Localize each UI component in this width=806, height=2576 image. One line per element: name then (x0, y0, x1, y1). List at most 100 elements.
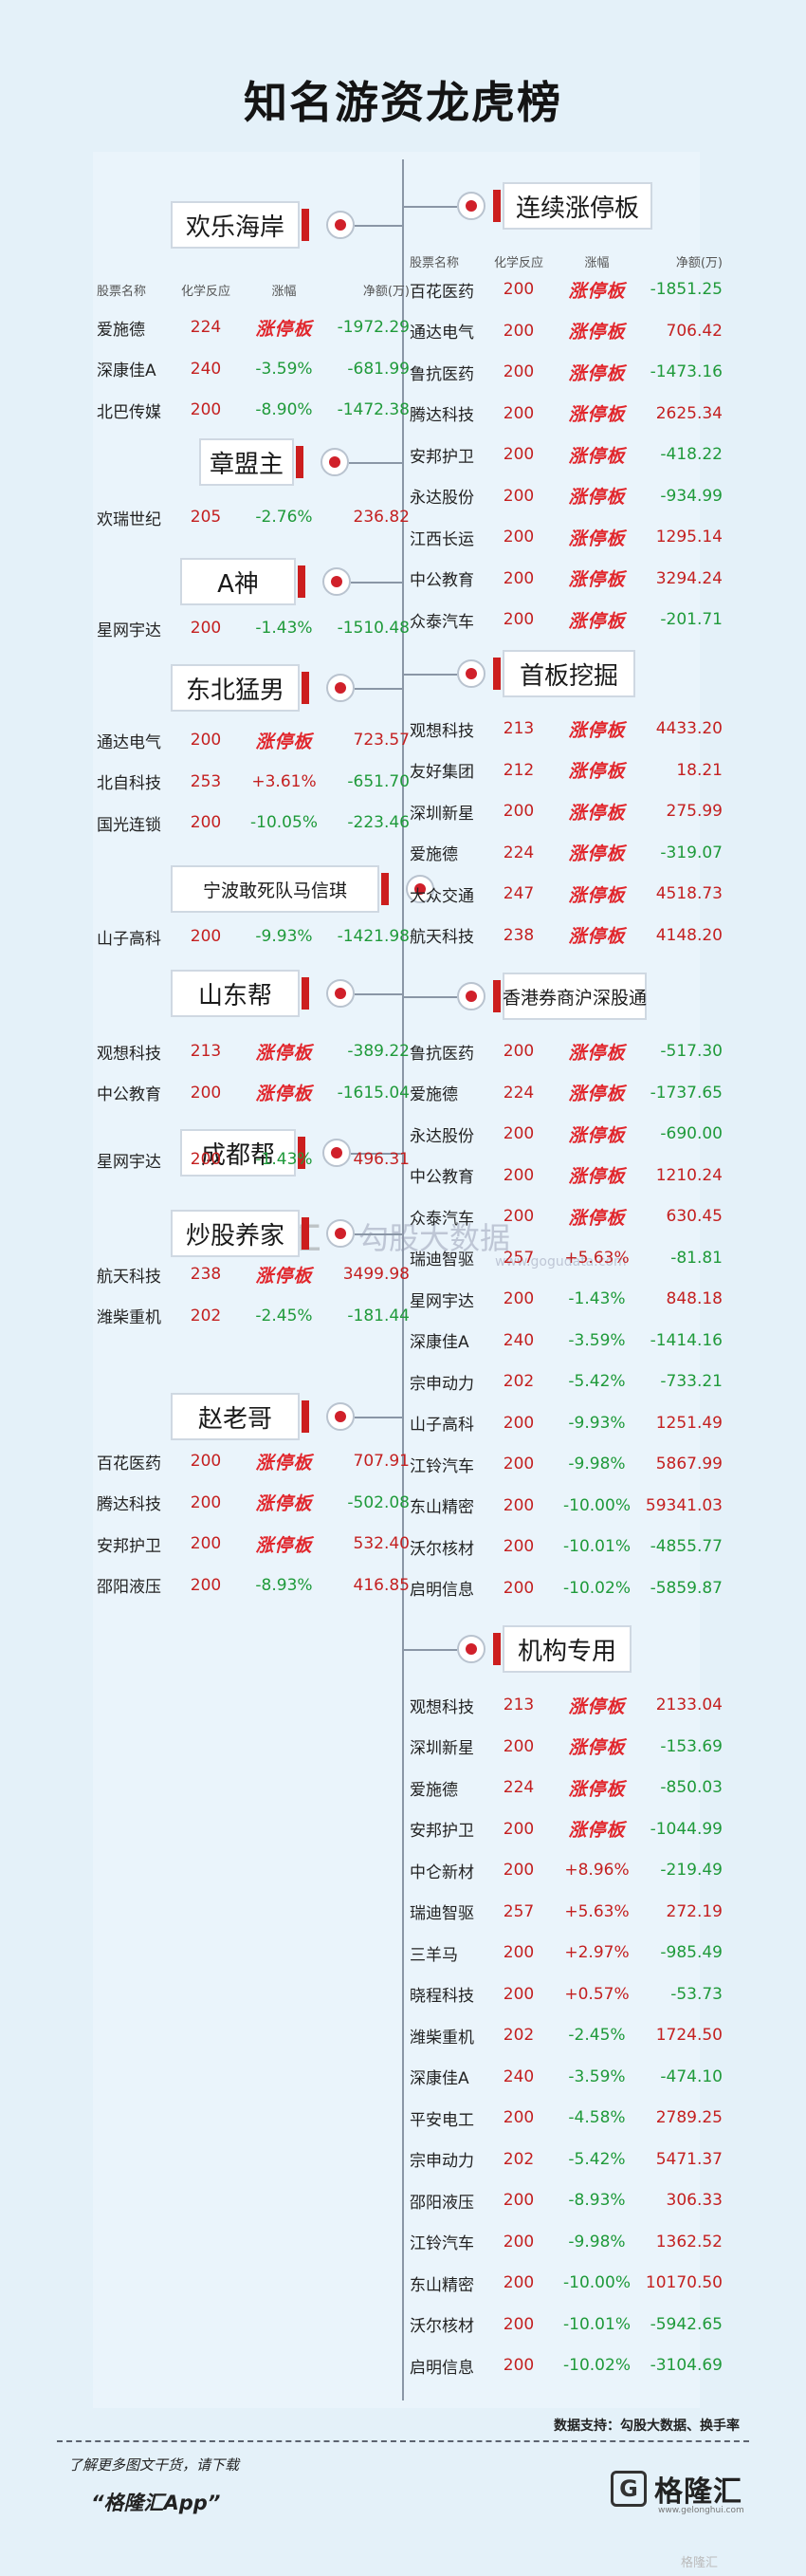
reaction-count: 200 (503, 1736, 535, 1756)
section-connector (355, 1233, 403, 1235)
reaction-count: 213 (190, 1042, 222, 1061)
stock-name: 沃尔核材 (410, 2317, 474, 2336)
net-amount: 706.42 (666, 321, 723, 341)
table-row: 星网宇达 200 -1.43% 496.31 (97, 1140, 410, 1178)
stock-name: 潍柴重机 (410, 2028, 474, 2048)
footer-logo[interactable]: G 格隆汇 (611, 2468, 742, 2510)
reaction-count: 213 (503, 719, 535, 738)
table-row: 安邦护卫 200 涨停板 -1044.99 (410, 1810, 723, 1848)
section-accent (298, 565, 305, 598)
table-row: 鲁抗医药 200 涨停板 -1473.16 (410, 353, 723, 391)
net-amount: -1473.16 (650, 362, 723, 381)
table-row: 深圳新星 200 涨停板 275.99 (410, 792, 723, 830)
stock-name: 江铃汽车 (410, 2234, 474, 2253)
stock-name: 三羊马 (410, 1945, 458, 1965)
table-row: 启明信息 200 -10.02% -3104.69 (410, 2346, 723, 2384)
net-amount: 306.33 (666, 2191, 723, 2210)
section-accent (296, 446, 303, 478)
change-pct: 涨停板 (552, 840, 642, 865)
stock-name: 永达股份 (410, 1126, 474, 1146)
limit-up-badge: 涨停板 (568, 719, 626, 741)
net-amount: -153.69 (660, 1736, 723, 1756)
timeline-node-icon (322, 1139, 351, 1167)
section-accent (302, 1400, 309, 1433)
reaction-count: 212 (503, 760, 535, 780)
reaction-count: 247 (503, 884, 535, 903)
section-label: 香港券商沪深股通 (503, 973, 647, 1020)
section-label: 欢乐海岸 (171, 201, 300, 249)
reaction-count: 240 (503, 1330, 535, 1350)
change-pct: 涨停板 (552, 1204, 642, 1230)
stock-name: 通达电气 (410, 324, 474, 343)
stock-name: 东山精密 (410, 1498, 474, 1517)
stock-name: 启明信息 (410, 2358, 474, 2378)
table-row: 潍柴重机 202 -2.45% -181.44 (97, 1297, 410, 1335)
table-row: 山子高科 200 -9.93% -1421.98 (97, 917, 410, 955)
net-amount: -517.30 (660, 1042, 723, 1061)
net-amount: 532.40 (353, 1534, 410, 1553)
reaction-count: 200 (503, 2356, 535, 2375)
reaction-count: 200 (503, 1537, 535, 1556)
header-pct: 涨幅 (584, 255, 610, 270)
table-row: 安邦护卫 200 涨停板 532.40 (97, 1525, 410, 1563)
change-pct: 涨停板 (552, 360, 642, 385)
net-amount: 496.31 (353, 1150, 410, 1169)
table-row: 国光连锁 200 -10.05% -223.46 (97, 804, 410, 842)
reaction-count: 200 (503, 2191, 535, 2210)
reaction-count: 224 (503, 843, 535, 862)
stock-name: 通达电气 (97, 732, 161, 752)
section-connector (355, 688, 403, 690)
footer-logo-text: 格隆汇 (654, 2475, 742, 2509)
table-row: 星网宇达 200 -1.43% 848.18 (410, 1280, 723, 1318)
net-amount: 416.85 (353, 1575, 410, 1595)
change-pct: 涨停板 (239, 1490, 329, 1515)
limit-up-badge: 涨停板 (568, 761, 626, 782)
limit-up-badge: 涨停板 (568, 1084, 626, 1104)
reaction-count: 240 (503, 2066, 535, 2086)
reaction-count: 200 (190, 1452, 222, 1471)
section-label: 机构专用 (503, 1625, 632, 1673)
reaction-count: 200 (503, 2108, 535, 2127)
net-amount: 18.21 (676, 760, 723, 780)
table-row: 航天科技 238 涨停板 4148.20 (410, 917, 723, 954)
change-pct: -5.42% (568, 1372, 626, 1391)
section-connector (349, 462, 403, 464)
change-pct: -2.76% (255, 508, 313, 527)
table-row: 百花医药 200 涨停板 707.91 (97, 1442, 410, 1480)
limit-up-badge: 涨停板 (255, 1265, 313, 1287)
stock-name: 中公教育 (410, 571, 474, 590)
change-pct: +2.97% (564, 1943, 630, 1962)
net-amount: 272.19 (666, 1901, 723, 1921)
change-pct: 涨停板 (552, 1080, 642, 1105)
table-row: 北自科技 253 +3.61% -651.70 (97, 763, 410, 801)
stock-name: 中仑新材 (410, 1863, 474, 1882)
table-row: 邵阳液压 200 -8.93% 416.85 (97, 1566, 410, 1604)
stock-name: 安邦护卫 (410, 447, 474, 467)
change-pct: +3.61% (251, 771, 317, 791)
section-accent (493, 658, 501, 690)
stock-name: 沃尔核材 (410, 1539, 474, 1559)
net-amount: 3499.98 (342, 1265, 410, 1284)
section-label: 成都帮 (180, 1129, 296, 1177)
limit-up-badge: 涨停板 (568, 280, 626, 302)
net-amount: -1472.38 (337, 400, 410, 419)
table-row: 观想科技 213 涨停板 2133.04 (410, 1686, 723, 1724)
table-row: 江西长运 200 涨停板 1295.14 (410, 518, 723, 556)
change-pct: -9.93% (568, 1413, 626, 1433)
limit-up-badge: 涨停板 (568, 610, 626, 632)
stock-name: 山子高科 (410, 1416, 474, 1435)
table-row: 中公教育 200 涨停板 1210.24 (410, 1157, 723, 1195)
reaction-count: 240 (190, 359, 222, 379)
reaction-count: 200 (190, 927, 222, 946)
reaction-count: 200 (503, 362, 535, 381)
change-pct: 涨停板 (552, 565, 642, 591)
stock-name: 航天科技 (97, 1267, 161, 1287)
table-header: 股票名称 化学反应 涨幅 净额(万) (97, 275, 410, 304)
reaction-count: 200 (503, 2232, 535, 2252)
net-amount: -223.46 (347, 813, 410, 832)
net-amount: -1737.65 (650, 1083, 723, 1103)
table-row: 沃尔核材 200 -10.01% -4855.77 (410, 1528, 723, 1566)
table-row: 启明信息 200 -10.02% -5859.87 (410, 1569, 723, 1607)
net-amount: 707.91 (353, 1452, 410, 1471)
stock-name: 腾达科技 (410, 406, 474, 425)
